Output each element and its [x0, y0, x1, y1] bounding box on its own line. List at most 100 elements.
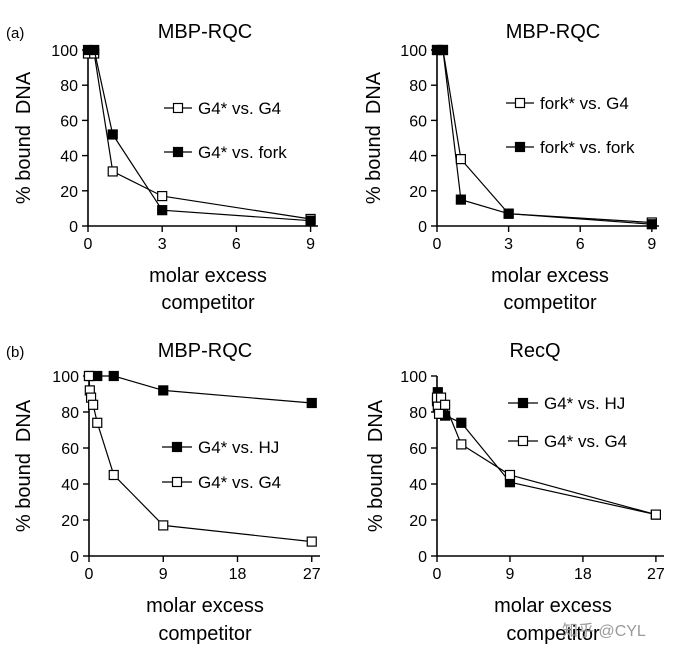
y-tick-label: 20 — [409, 184, 427, 201]
y-tick-label: 20 — [409, 513, 427, 530]
y-tick-label: 20 — [60, 184, 78, 201]
x-axis-label-line: molar excess — [491, 265, 609, 287]
y-tick-label: 100 — [52, 369, 79, 386]
data-point — [306, 536, 317, 547]
y-tick-label: 80 — [60, 78, 78, 95]
data-point — [455, 194, 466, 205]
x-tick-label: 27 — [647, 566, 665, 583]
panel-b-label: (b) — [6, 344, 24, 361]
x-axis-label-line: competitor — [158, 623, 252, 645]
data-point — [455, 154, 466, 165]
series-line — [436, 395, 657, 516]
y-tick-label: 100 — [400, 43, 427, 60]
data-point — [107, 166, 118, 177]
x-tick-label: 6 — [576, 236, 585, 253]
data-point — [306, 397, 317, 409]
y-tick-label: 0 — [418, 219, 427, 236]
panel-a-label: (a) — [6, 25, 24, 42]
series-filled: G4* vs. HJ — [83, 370, 317, 457]
legend-label: fork* vs. G4 — [540, 94, 629, 113]
chart-a-left: MBP-RQC 0 20 40 60 80 100 0 3 6 9 % bound DNA molar … — [13, 21, 318, 314]
y-tick-label: 20 — [61, 513, 79, 530]
legend-marker — [514, 97, 526, 109]
x-tick-label: 27 — [303, 566, 321, 583]
data-point — [158, 385, 169, 396]
series-open: G4* vs. G4 — [431, 392, 661, 520]
legend-label: G4* vs. HJ — [198, 438, 279, 457]
y-tick-label: 0 — [418, 549, 427, 566]
x-axis-label-line: molar excess — [146, 595, 264, 617]
y-tick-label: 80 — [409, 405, 427, 422]
x-tick-label: 18 — [574, 566, 592, 583]
series-line — [89, 375, 312, 404]
x-axis-label-line: molar excess — [494, 595, 612, 617]
data-point — [440, 399, 451, 410]
x-tick-label: 18 — [229, 566, 247, 583]
series-line — [88, 49, 311, 222]
data-point — [456, 417, 467, 428]
x-tick-label: 3 — [504, 236, 513, 253]
series-open: fork* vs. G4 — [431, 44, 657, 228]
chart-a-right: MBP-RQC 0 20 40 60 80 100 0 3 6 9 % bound DNA molar … — [363, 21, 659, 314]
x-axis-label-line: competitor — [161, 292, 255, 314]
data-point — [650, 509, 661, 520]
legend-marker — [514, 141, 526, 153]
chart-b-right: RecQ 0 20 40 60 80 100 0 9 18 27 % bound DNA molar e… — [365, 340, 665, 645]
legend-label: fork* vs. fork — [540, 138, 635, 157]
chart-title: RecQ — [509, 340, 560, 362]
chart-title: MBP-RQC — [506, 21, 600, 43]
chart-b-left: MBP-RQC 0 20 40 60 80 100 0 9 18 27 % bound DNA mola… — [13, 340, 321, 645]
x-tick-label: 0 — [433, 566, 442, 583]
y-axis-label: % bound DNA — [365, 399, 387, 532]
data-point — [437, 44, 449, 56]
legend-label: G4* vs. G4 — [198, 99, 281, 118]
legend-marker — [172, 146, 184, 158]
chart-title: MBP-RQC — [158, 340, 252, 362]
y-tick-label: 0 — [69, 219, 78, 236]
series-filled: G4* vs. fork — [82, 44, 316, 226]
y-axis-label: % bound DNA — [13, 71, 35, 204]
data-point — [157, 205, 168, 216]
data-point — [646, 219, 657, 230]
y-tick-label: 0 — [70, 549, 79, 566]
data-point — [92, 417, 103, 428]
data-point — [504, 469, 516, 481]
watermark: 知乎 @CYL — [562, 622, 646, 640]
x-tick-label: 9 — [506, 566, 515, 583]
y-tick-label: 80 — [409, 78, 427, 95]
y-tick-label: 100 — [400, 369, 427, 386]
x-tick-label: 9 — [159, 566, 168, 583]
y-tick-label: 80 — [61, 405, 79, 422]
y-axis-label: % bound DNA — [363, 71, 385, 204]
y-tick-label: 100 — [51, 43, 78, 60]
legend-label: G4* vs. G4 — [198, 473, 281, 492]
data-point — [107, 129, 118, 140]
y-tick-label: 40 — [60, 149, 78, 166]
x-axis-label-line: competitor — [503, 292, 597, 314]
legend-label: G4* vs. fork — [198, 143, 287, 162]
series-filled: G4* vs. HJ — [431, 387, 661, 520]
x-axis-label-line: molar excess — [149, 265, 267, 287]
y-tick-label: 60 — [409, 113, 427, 130]
series-line — [88, 375, 312, 543]
y-axis-label: % bound DNA — [13, 399, 35, 532]
x-tick-label: 3 — [158, 236, 167, 253]
data-point — [88, 399, 99, 410]
series-line — [437, 49, 652, 224]
series-open: G4* vs. G4 — [83, 370, 317, 547]
x-tick-label: 9 — [306, 236, 315, 253]
y-tick-label: 60 — [60, 113, 78, 130]
data-point — [108, 370, 119, 382]
legend-label: G4* vs. HJ — [544, 394, 625, 413]
data-point — [503, 208, 514, 219]
legend-marker — [171, 476, 183, 488]
x-tick-label: 0 — [85, 566, 94, 583]
y-tick-label: 60 — [409, 441, 427, 458]
x-tick-label: 0 — [84, 236, 93, 253]
data-point — [157, 190, 168, 202]
series-line — [88, 52, 311, 220]
x-tick-label: 6 — [232, 236, 241, 253]
legend-marker — [517, 435, 529, 447]
